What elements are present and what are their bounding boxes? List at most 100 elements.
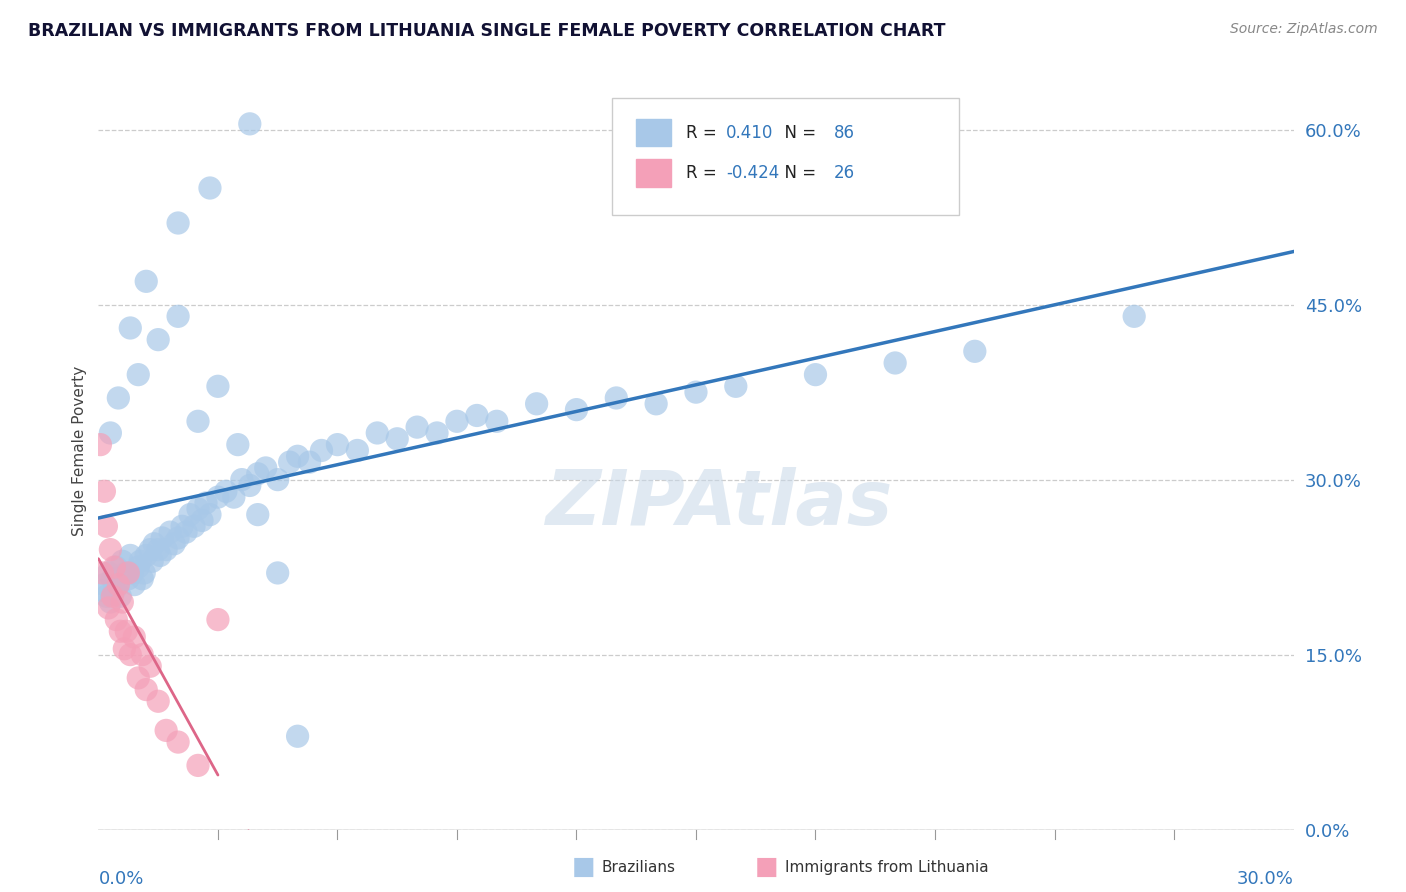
Point: [135, 274, 157, 288]
Point: [239, 478, 262, 492]
Point: [167, 310, 190, 324]
Point: [215, 484, 238, 499]
Point: [96, 589, 118, 603]
Point: [207, 613, 229, 627]
Point: [139, 542, 162, 557]
Point: [183, 519, 205, 533]
Point: [105, 613, 128, 627]
Point: [804, 368, 827, 382]
Point: [115, 624, 138, 639]
Point: [963, 344, 986, 359]
Point: [426, 425, 449, 440]
Text: 30.0%: 30.0%: [1237, 871, 1294, 888]
Point: [101, 589, 124, 603]
Point: [120, 321, 142, 335]
Point: [98, 595, 122, 609]
Text: ZIPAtlas: ZIPAtlas: [546, 467, 894, 541]
Point: [287, 729, 309, 743]
Point: [91, 583, 114, 598]
Point: [98, 425, 122, 440]
Point: [485, 414, 508, 428]
Point: [97, 601, 120, 615]
Point: [89, 437, 111, 451]
FancyBboxPatch shape: [637, 119, 671, 146]
Point: [254, 461, 277, 475]
Text: 0.410: 0.410: [725, 124, 773, 142]
Text: ■: ■: [572, 855, 595, 879]
Point: [645, 397, 668, 411]
Point: [150, 531, 173, 545]
Point: [685, 385, 707, 400]
Point: [198, 181, 221, 195]
Point: [207, 379, 229, 393]
Point: [91, 566, 114, 580]
Text: 86: 86: [834, 124, 855, 142]
Point: [131, 572, 153, 586]
Text: -0.424: -0.424: [725, 164, 779, 182]
Text: BRAZILIAN VS IMMIGRANTS FROM LITHUANIA SINGLE FEMALE POVERTY CORRELATION CHART: BRAZILIAN VS IMMIGRANTS FROM LITHUANIA S…: [28, 22, 946, 40]
Point: [97, 566, 120, 580]
Point: [135, 682, 157, 697]
Point: [121, 566, 143, 580]
Point: [148, 542, 170, 557]
Point: [565, 402, 588, 417]
Point: [239, 117, 262, 131]
Point: [187, 501, 209, 516]
Point: [406, 420, 429, 434]
Point: [159, 525, 181, 540]
Point: [326, 437, 349, 451]
Point: [107, 391, 129, 405]
Point: [222, 490, 245, 504]
Point: [148, 694, 170, 708]
Point: [207, 490, 229, 504]
Point: [124, 630, 146, 644]
Point: [131, 648, 153, 662]
Point: [163, 537, 186, 551]
Text: N =: N =: [773, 164, 821, 182]
Point: [101, 572, 124, 586]
Point: [195, 496, 218, 510]
Point: [143, 537, 166, 551]
Point: [117, 566, 139, 580]
Point: [98, 542, 122, 557]
Point: [111, 554, 134, 568]
Text: 0.0%: 0.0%: [98, 871, 143, 888]
Point: [465, 409, 488, 423]
Point: [724, 379, 747, 393]
Text: Brazilians: Brazilians: [602, 860, 676, 874]
Point: [93, 484, 115, 499]
Point: [385, 432, 409, 446]
Point: [141, 554, 163, 568]
Point: [167, 531, 190, 545]
Point: [446, 414, 468, 428]
FancyBboxPatch shape: [613, 98, 959, 216]
Point: [110, 589, 132, 603]
Text: Source: ZipAtlas.com: Source: ZipAtlas.com: [1230, 22, 1378, 37]
Point: [278, 455, 301, 469]
Point: [366, 425, 388, 440]
Point: [884, 356, 907, 370]
Point: [167, 735, 190, 749]
Point: [267, 566, 290, 580]
Point: [187, 414, 209, 428]
Point: [231, 473, 253, 487]
Point: [105, 560, 128, 574]
Point: [115, 566, 138, 580]
Point: [103, 583, 125, 598]
Point: [129, 554, 152, 568]
Point: [148, 333, 170, 347]
Point: [311, 443, 333, 458]
Text: R =: R =: [686, 164, 723, 182]
Point: [127, 671, 149, 685]
Point: [155, 723, 177, 738]
Text: ■: ■: [755, 855, 778, 879]
Point: [127, 560, 149, 574]
Text: N =: N =: [773, 124, 821, 142]
Point: [107, 577, 129, 591]
Point: [117, 572, 139, 586]
Point: [167, 216, 190, 230]
FancyBboxPatch shape: [637, 159, 671, 186]
Point: [605, 391, 627, 405]
Point: [134, 566, 156, 580]
Point: [110, 624, 132, 639]
